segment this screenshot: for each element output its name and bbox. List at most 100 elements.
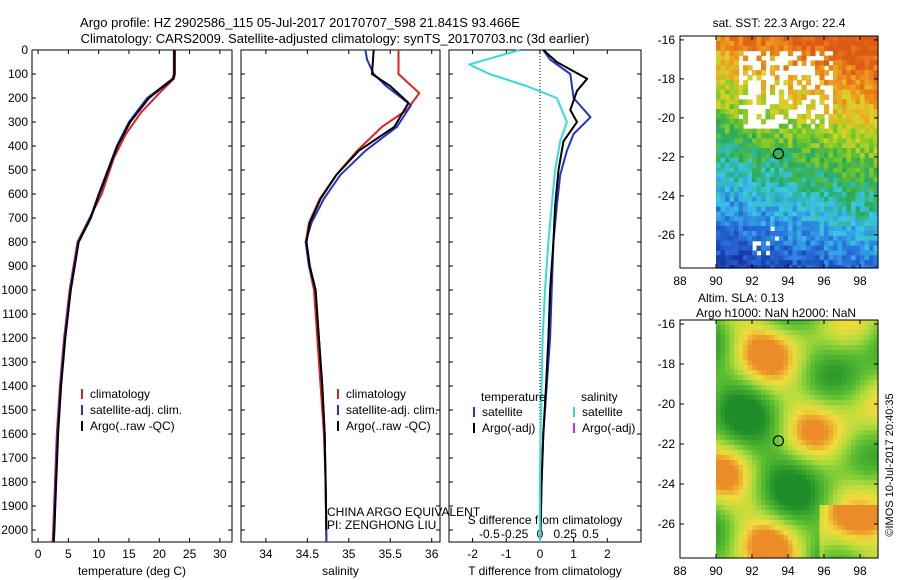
map-cell: [860, 114, 866, 120]
legend-entry: satellite-adj. clim.: [90, 403, 182, 417]
map-cell: [806, 430, 812, 436]
map-cell: [837, 133, 843, 139]
map-cell: [869, 360, 875, 366]
map-cell: [860, 153, 866, 159]
map-cell: [725, 320, 731, 326]
map-cell: [761, 390, 767, 396]
map-cell: [729, 460, 735, 466]
map-cell: [873, 201, 879, 208]
map-cell: [725, 495, 731, 501]
x-tick-label: 0: [537, 547, 544, 561]
map-cell: [828, 385, 834, 391]
map-cell: [810, 320, 816, 326]
map-cell: [734, 109, 740, 115]
map-cell: [729, 75, 735, 81]
map-cell: [819, 370, 825, 376]
map-cell: [788, 143, 794, 149]
map-cell: [851, 440, 857, 446]
map-cell: [873, 370, 879, 376]
map-cell: [837, 450, 843, 456]
map-cell: [864, 375, 870, 381]
map-cell: [720, 187, 726, 193]
map-cell: [833, 143, 839, 149]
map-cell: [864, 335, 870, 341]
map-cell: [792, 475, 798, 481]
map-cell: [788, 445, 794, 451]
map-cell: [828, 355, 834, 361]
map-cell: [720, 365, 726, 371]
y-tick-label: 1000: [1, 283, 28, 297]
map-cell: [779, 495, 785, 501]
map-cell: [846, 380, 852, 386]
map-cell: [729, 172, 735, 178]
map-cell: [855, 226, 861, 232]
map-cell: [801, 167, 807, 174]
map-cell: [833, 505, 839, 511]
map-cell: [734, 206, 740, 213]
map-cell: [716, 515, 722, 521]
x-tick-label: 10: [92, 547, 106, 561]
map-cell: [797, 320, 803, 326]
map-cell: [797, 375, 803, 381]
map-cell: [828, 550, 834, 556]
map-cell: [801, 485, 807, 491]
map-cell: [716, 89, 722, 96]
map-cell: [855, 153, 861, 159]
map-cell: [806, 330, 812, 336]
profile-panel-temperature: 0100200300400500600700800900100011001200…: [1, 43, 233, 578]
map-cell: [819, 425, 825, 431]
map-cell: [819, 226, 825, 232]
map-cell: [734, 79, 740, 86]
map-cell: [846, 157, 852, 164]
map-cell: [846, 405, 852, 411]
top-tick-label: -0.5: [479, 527, 500, 541]
map-cell: [855, 545, 861, 551]
map-cell: [792, 162, 798, 169]
map-cell: [788, 545, 794, 551]
map-cell: [860, 410, 866, 416]
map-cell: [837, 182, 843, 188]
map-cell: [801, 465, 807, 471]
map-cell: [833, 55, 839, 61]
map-cell: [873, 148, 879, 154]
map-cell: [828, 196, 834, 203]
map-cell: [815, 445, 821, 451]
map-cell: [734, 470, 740, 476]
map-cell: [774, 450, 780, 456]
map-cell: [716, 445, 722, 451]
map-cell: [860, 490, 866, 496]
map-cell: [734, 530, 740, 536]
map-cell: [815, 510, 821, 516]
map-cell: [720, 65, 726, 71]
map-cell: [806, 245, 812, 252]
map-cell: [797, 79, 803, 86]
map-cell: [770, 177, 776, 183]
map-cell: [792, 420, 798, 426]
map-cell: [815, 375, 821, 381]
map-cell: [851, 255, 857, 261]
map-cell: [788, 148, 794, 154]
map-cell: [855, 94, 861, 100]
map-cell: [788, 36, 794, 42]
map-cell: [788, 345, 794, 351]
map-cell: [837, 465, 843, 471]
map-cell: [873, 455, 879, 461]
map-cell: [734, 390, 740, 396]
map-cell: [864, 550, 870, 556]
map-cell: [869, 255, 875, 261]
map-cell: [869, 118, 875, 125]
map-cell: [873, 555, 879, 559]
map-cell: [774, 545, 780, 551]
map-cell: [720, 325, 726, 331]
map-cell: [810, 430, 816, 436]
map-cell: [828, 430, 834, 436]
map-cell: [734, 123, 740, 130]
map-cell: [792, 255, 798, 261]
map-cell: [716, 520, 722, 526]
map-cell: [873, 211, 879, 217]
y-tick-label: 1400: [1, 379, 28, 393]
map-cell: [779, 325, 785, 331]
map-cell: [824, 435, 830, 441]
map-cell: [747, 265, 753, 269]
map-cell: [819, 162, 825, 169]
